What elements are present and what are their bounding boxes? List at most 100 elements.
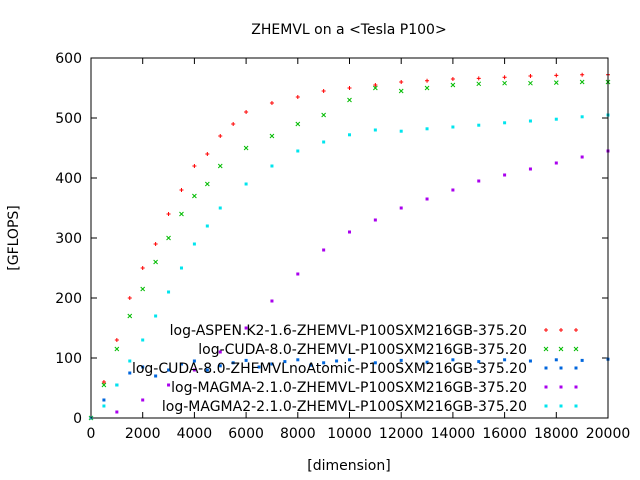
legend-swatch	[559, 385, 563, 389]
data-point	[399, 358, 403, 362]
data-point	[192, 242, 196, 246]
data-point	[322, 140, 326, 144]
data-point	[321, 112, 327, 118]
data-point	[528, 80, 533, 86]
data-point	[114, 346, 120, 352]
data-point	[476, 76, 481, 81]
data-point	[425, 197, 429, 201]
data-point	[528, 167, 532, 171]
data-point	[373, 83, 378, 87]
x-tick-label: 18000	[534, 426, 579, 442]
legend-swatch	[574, 404, 578, 408]
data-point	[218, 134, 223, 138]
data-point	[218, 364, 222, 368]
data-point	[348, 358, 351, 362]
data-point	[244, 358, 248, 362]
legend: log-ASPEN.K2-1.6-ZHEMVL-P100SXM216GB-375…	[132, 323, 579, 415]
data-point	[192, 193, 197, 199]
data-point	[322, 248, 326, 252]
data-point	[218, 350, 222, 354]
data-point	[192, 368, 196, 372]
data-point	[503, 121, 507, 125]
data-point	[218, 206, 222, 210]
x-tick-label: 10000	[327, 426, 372, 442]
legend-swatch	[559, 366, 563, 370]
data-point	[399, 80, 404, 84]
data-point	[425, 127, 429, 131]
data-point	[179, 188, 184, 192]
legend-swatch	[559, 328, 563, 332]
data-point	[270, 164, 274, 168]
data-point	[502, 75, 507, 80]
data-point	[554, 161, 558, 165]
data-point	[205, 224, 209, 228]
x-tick-label: 0	[87, 426, 96, 442]
data-series	[88, 72, 611, 421]
data-point	[179, 266, 183, 270]
data-point	[127, 296, 132, 300]
data-point	[179, 362, 183, 366]
data-point	[579, 79, 585, 85]
series-3	[89, 357, 610, 420]
data-point	[322, 361, 326, 365]
data-point	[503, 173, 507, 177]
data-point	[399, 129, 403, 133]
data-point	[296, 358, 300, 362]
data-point	[154, 314, 158, 318]
data-point	[502, 80, 507, 86]
y-tick-label: 100	[55, 351, 82, 367]
data-point	[373, 218, 377, 222]
data-point	[348, 133, 351, 137]
x-tick-label: 4000	[177, 426, 213, 442]
data-point	[192, 164, 197, 168]
data-point	[425, 360, 429, 364]
data-point	[192, 359, 196, 363]
data-point	[101, 382, 107, 388]
legend-swatch	[559, 404, 563, 408]
data-point	[425, 78, 430, 83]
data-point	[553, 80, 559, 85]
data-point	[141, 398, 145, 402]
data-point	[476, 81, 482, 87]
data-point	[115, 383, 119, 387]
data-point	[296, 272, 300, 276]
data-point	[477, 123, 481, 127]
data-point	[554, 358, 558, 362]
y-tick-label: 600	[55, 51, 82, 67]
chart-title: ZHEMVL on a <Tesla P100>	[251, 22, 446, 38]
data-point	[231, 122, 236, 126]
data-point	[451, 125, 455, 129]
legend-swatch	[574, 385, 578, 389]
legend-label: log-MAGMA-2.1.0-ZHEMVL-P100SXM216GB-375.…	[171, 380, 527, 396]
data-point	[127, 313, 133, 319]
data-point	[243, 145, 249, 151]
data-point	[115, 410, 119, 414]
data-point	[554, 117, 558, 121]
data-point	[528, 359, 532, 363]
data-point	[270, 362, 274, 366]
y-tick-label: 0	[73, 411, 82, 427]
legend-swatch	[544, 404, 548, 408]
y-tick-label: 400	[55, 171, 82, 187]
data-point	[295, 95, 300, 99]
data-point	[141, 365, 145, 369]
data-point	[140, 266, 145, 270]
x-tick-label: 6000	[228, 426, 264, 442]
data-point	[373, 128, 377, 132]
data-point	[503, 358, 507, 362]
x-tick-label: 14000	[431, 426, 476, 442]
series-4	[89, 149, 610, 420]
data-point	[269, 133, 275, 139]
data-point	[373, 361, 377, 365]
data-point	[244, 326, 248, 330]
data-point	[270, 299, 274, 303]
plot-frame	[90, 57, 609, 419]
data-point	[398, 88, 404, 94]
data-point	[114, 338, 119, 342]
data-point	[179, 211, 184, 217]
data-point	[154, 374, 158, 378]
data-point	[167, 368, 171, 372]
legend-swatch	[574, 366, 578, 370]
data-point	[166, 212, 171, 216]
